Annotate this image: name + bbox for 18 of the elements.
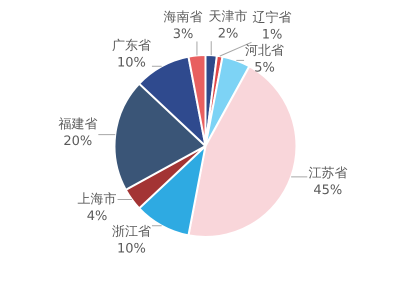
slice-label: 河北省 <box>245 44 284 59</box>
data-label: 1% <box>262 28 282 43</box>
data-label: 5% <box>254 60 275 76</box>
data-label: 2% <box>218 26 238 42</box>
data-label: 10% <box>116 241 146 256</box>
slice-label: 福建省 <box>58 117 98 132</box>
slice-label: 辽宁省 <box>252 10 292 26</box>
data-label: 10% <box>116 55 146 70</box>
slice-label: 江苏省 <box>308 166 348 181</box>
data-label: 45% <box>313 182 342 198</box>
data-label: 4% <box>86 209 108 224</box>
data-label: 20% <box>63 134 92 150</box>
slice-label: 海南省 <box>164 10 202 25</box>
slice-label: 上海市 <box>78 192 117 208</box>
data-label: 3% <box>172 26 194 42</box>
slice-label: 广东省 <box>112 38 151 54</box>
slice-label: 浙江省 <box>112 224 151 240</box>
slice-label: 天津市 <box>208 10 248 25</box>
